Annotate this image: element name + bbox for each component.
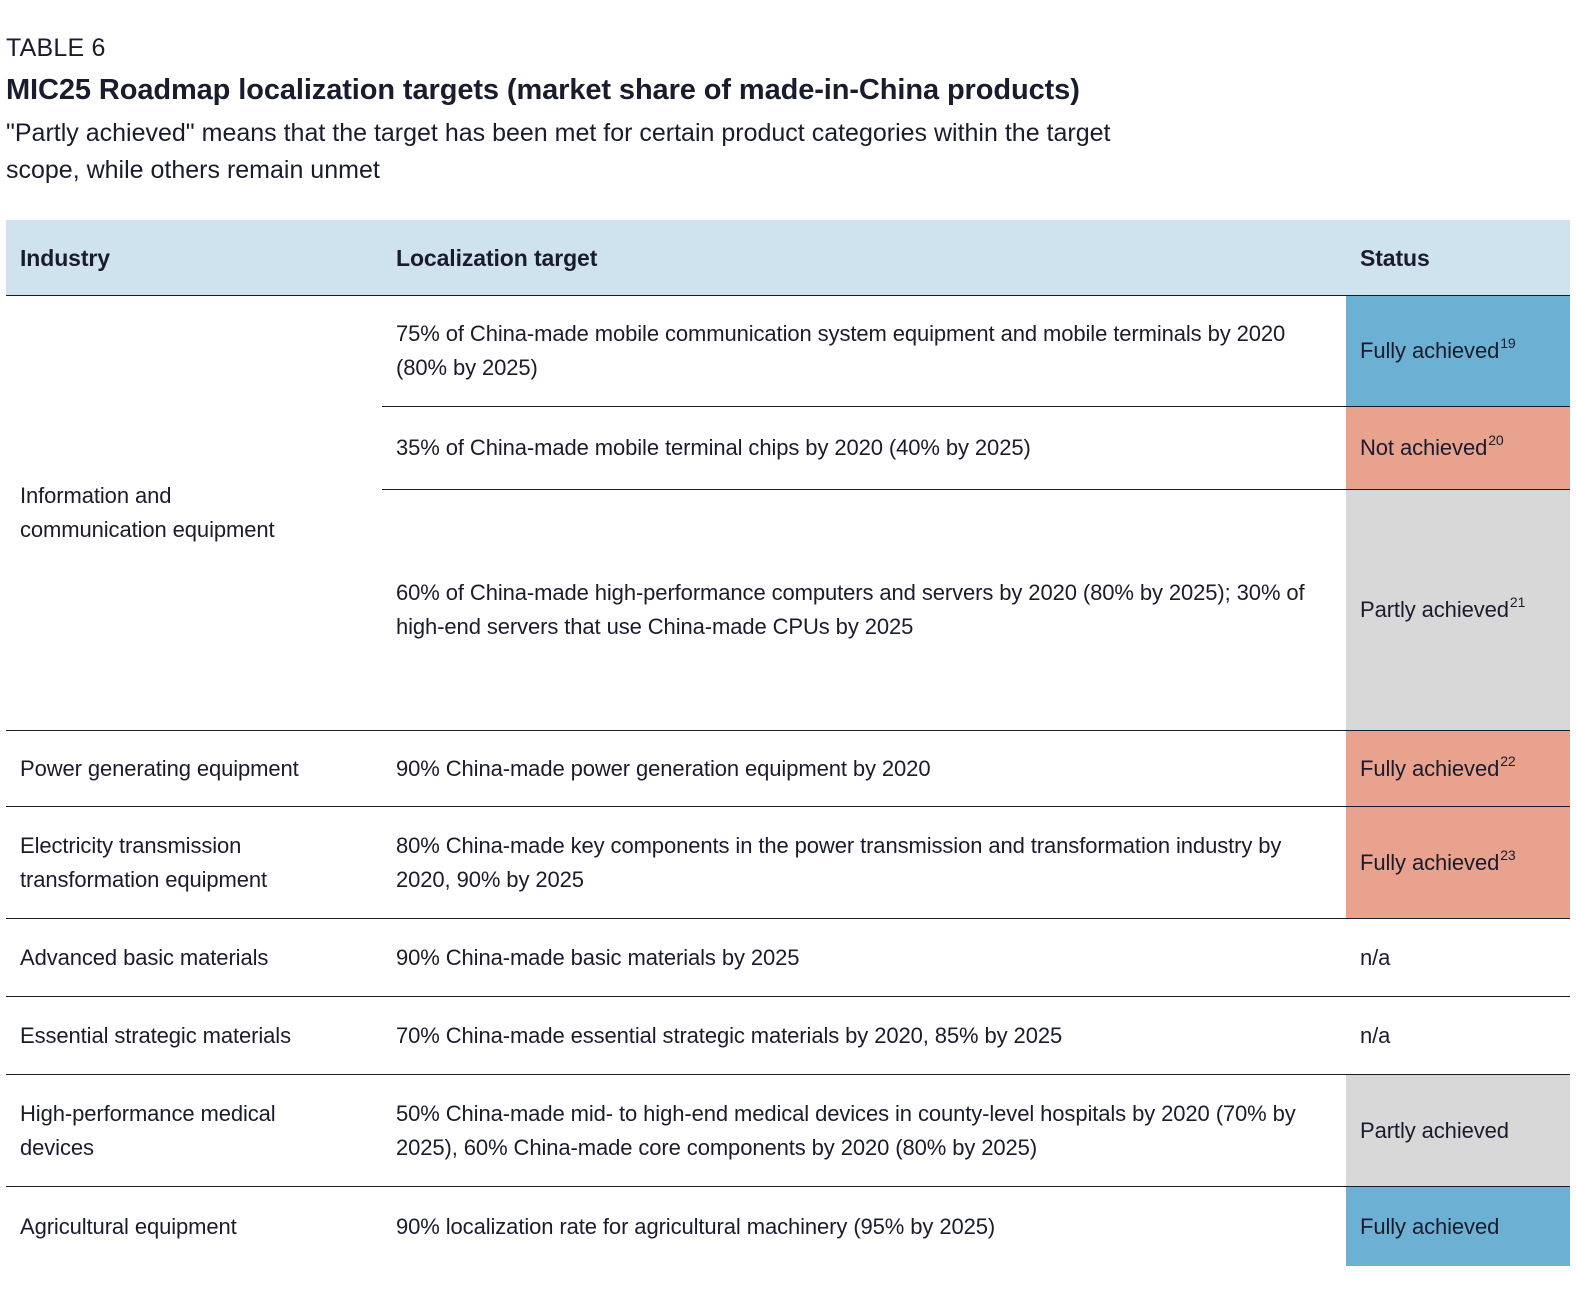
target-cell-agricultural-machinery: 90% localization rate for agricultural m… <box>382 1186 1338 1266</box>
status-badge: Fully achieved <box>1346 1187 1570 1267</box>
page-subtitle: "Partly achieved" means that the target … <box>6 119 1111 185</box>
status-badge: n/a <box>1346 919 1570 996</box>
status-cell-terminal-chips: Not achieved 20 <box>1338 406 1570 490</box>
target-cell-strategic-materials: 70% China-made essential strategic mater… <box>382 996 1338 1074</box>
status-cell-power-generation: Fully achieved 22 <box>1338 730 1570 807</box>
industry-cell-power-generating: Power generating equipment <box>6 730 382 806</box>
status-badge: Partly achieved 21 <box>1346 490 1570 731</box>
status-label: Fully achieved <box>1360 755 1500 781</box>
page: TABLE 6 MIC25 Roadmap localization targe… <box>6 34 1570 1267</box>
column-header-industry: Industry <box>6 220 382 297</box>
column-header-localization-target: Localization target <box>382 220 1338 297</box>
status-label: Not achieved <box>1360 435 1488 461</box>
column-header-status: Status <box>1338 220 1570 297</box>
status-label: Fully achieved <box>1360 338 1500 364</box>
status-label: Fully achieved <box>1360 1213 1500 1239</box>
target-cell-power-generation: 90% China-made power generation equipmen… <box>382 730 1338 806</box>
page-title: MIC25 Roadmap localization targets (mark… <box>6 74 1080 106</box>
status-badge: Partly achieved <box>1346 1075 1570 1187</box>
industry-cell-advanced-basic-materials: Advanced basic materials <box>6 918 382 996</box>
industry-cell-electricity-transmission: Electricity transmission transformation … <box>6 806 382 918</box>
industry-cell-ict: Information and communication equipment <box>20 483 275 543</box>
status-cell-basic-materials: n/a <box>1338 918 1570 996</box>
localization-targets-table: Industry Localization target Status Info… <box>6 220 1570 1267</box>
status-badge: n/a <box>1346 997 1570 1074</box>
target-cell-transmission-components: 80% China-made key components in the pow… <box>382 806 1338 918</box>
status-label: n/a <box>1360 944 1391 970</box>
status-cell-agricultural-machinery: Fully achieved <box>1338 1186 1570 1267</box>
status-cell-transmission-components: Fully achieved 23 <box>1338 806 1570 919</box>
target-cell-basic-materials: 90% China-made basic materials by 2025 <box>382 918 1338 996</box>
status-badge: Not achieved 20 <box>1346 407 1570 490</box>
table-number-label: TABLE 6 <box>6 34 106 62</box>
industry-cell-essential-strategic-materials: Essential strategic materials <box>6 996 382 1074</box>
industry-cell-medical-devices: High-performance medical devices <box>6 1074 382 1186</box>
status-cell-computers-servers: Partly achieved 21 <box>1338 489 1570 731</box>
target-cell-terminal-chips: 35% of China-made mobile terminal chips … <box>382 406 1338 489</box>
target-cell-medical-devices: 50% China-made mid- to high-end medical … <box>382 1074 1338 1186</box>
industry-cell-agricultural-equipment: Agricultural equipment <box>6 1186 382 1266</box>
status-label: Partly achieved <box>1360 597 1509 623</box>
target-cell-mobile-comm: 75% of China-made mobile communication s… <box>396 321 1286 381</box>
status-cell-strategic-materials: n/a <box>1338 996 1570 1074</box>
status-label: n/a <box>1360 1022 1391 1048</box>
status-label: Partly achieved <box>1360 1117 1509 1143</box>
target-cell-computers-servers: 60% of China-made high-performance compu… <box>382 489 1338 730</box>
status-badge: Fully achieved 23 <box>1346 807 1570 919</box>
status-label: Fully achieved <box>1360 849 1500 875</box>
status-cell-mobile-comm: Fully achieved 19 <box>1338 296 1570 407</box>
status-badge: Fully achieved 19 <box>1346 296 1570 407</box>
status-badge: Fully achieved 22 <box>1346 731 1570 807</box>
status-cell-medical-devices: Partly achieved <box>1338 1074 1570 1187</box>
